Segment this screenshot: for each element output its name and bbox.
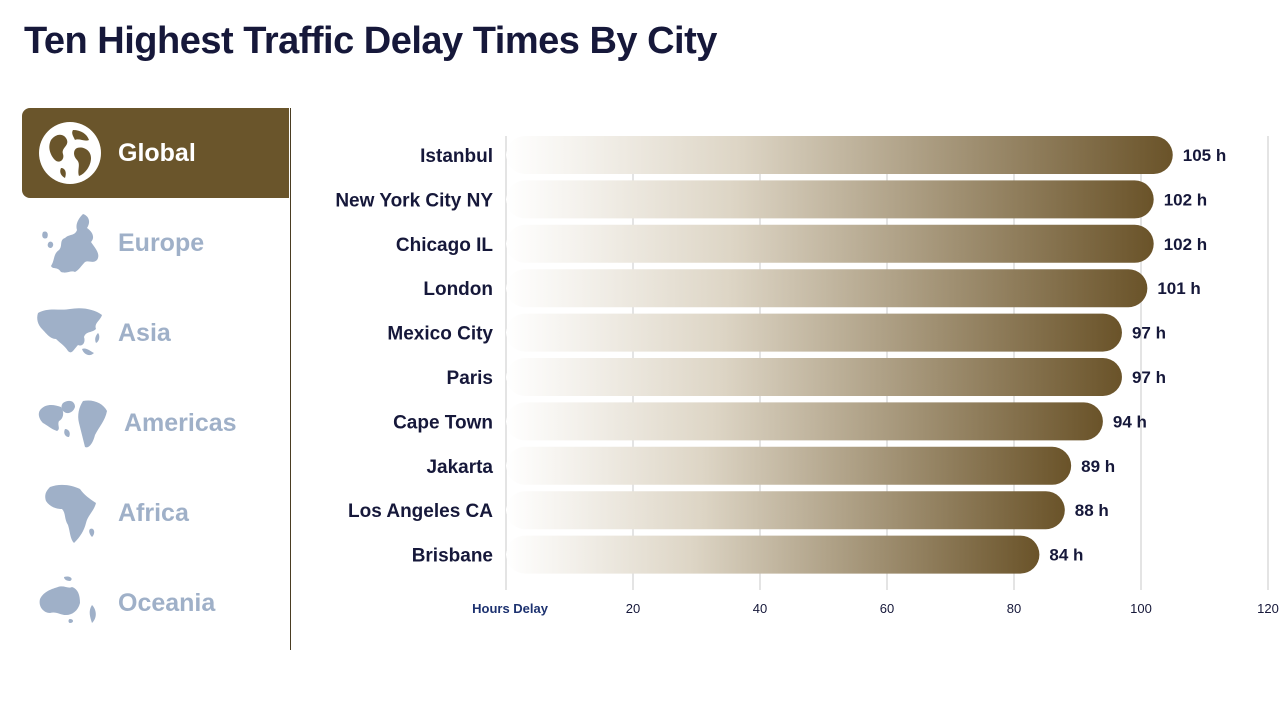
region-tab-label: Europe — [118, 228, 205, 257]
category-label: Cape Town — [393, 412, 493, 433]
oceania-map-icon — [34, 568, 106, 638]
region-tab-label: Asia — [118, 318, 171, 347]
region-tab-label: Oceania — [118, 588, 216, 617]
value-label: 89 h — [1081, 457, 1115, 476]
americas-map-icon — [34, 388, 112, 458]
bar — [506, 446, 1072, 485]
bar — [506, 136, 1173, 174]
category-label: London — [423, 279, 493, 300]
bar — [506, 535, 1040, 574]
bar — [506, 313, 1122, 352]
africa-map-icon — [34, 478, 106, 548]
x-tick-label: 80 — [1007, 601, 1021, 616]
page-title: Ten Highest Traffic Delay Times By City — [24, 20, 717, 62]
region-tab-asia[interactable]: Asia — [22, 288, 289, 378]
bar — [506, 358, 1122, 396]
category-label: Mexico City — [387, 324, 493, 345]
region-tab-oceania[interactable]: Oceania — [22, 558, 289, 648]
globe-icon — [34, 118, 106, 188]
value-label: 88 h — [1075, 501, 1109, 520]
value-label: 84 h — [1049, 546, 1083, 565]
x-axis-label: Hours Delay — [472, 601, 549, 616]
value-label: 102 h — [1164, 190, 1207, 209]
category-label: Los Angeles CA — [348, 501, 493, 522]
value-label: 101 h — [1157, 279, 1200, 298]
bar — [506, 269, 1148, 308]
bar — [506, 491, 1065, 530]
category-label: Jakarta — [426, 457, 493, 478]
value-label: 97 h — [1132, 368, 1166, 387]
category-label: Istanbul — [420, 146, 493, 167]
category-label: New York City NY — [335, 190, 493, 211]
region-tab-africa[interactable]: Africa — [22, 468, 289, 558]
region-tab-americas[interactable]: Americas — [22, 378, 289, 468]
category-label: Paris — [447, 368, 493, 389]
bar — [506, 180, 1154, 219]
region-tab-label: Global — [118, 138, 196, 167]
value-label: 105 h — [1183, 146, 1226, 165]
category-label: Chicago IL — [396, 235, 494, 256]
value-label: 97 h — [1132, 324, 1166, 343]
x-tick-label: 100 — [1130, 601, 1152, 616]
value-label: 94 h — [1113, 412, 1147, 431]
bar — [506, 402, 1103, 441]
x-tick-label: 60 — [880, 601, 894, 616]
region-tab-label: Africa — [118, 498, 189, 527]
region-tab-global[interactable]: Global — [22, 108, 289, 198]
region-tab-label: Americas — [124, 408, 237, 437]
europe-map-icon — [34, 208, 106, 278]
x-tick-label: 40 — [753, 601, 767, 616]
region-tab-europe[interactable]: Europe — [22, 198, 289, 288]
value-label: 102 h — [1164, 235, 1207, 254]
asia-map-icon — [34, 298, 106, 368]
bar — [506, 224, 1154, 263]
x-tick-label: 20 — [626, 601, 640, 616]
x-tick-label: 120 — [1257, 601, 1279, 616]
category-label: Brisbane — [412, 546, 493, 567]
region-sidebar: Global Europe Asia — [22, 108, 291, 650]
